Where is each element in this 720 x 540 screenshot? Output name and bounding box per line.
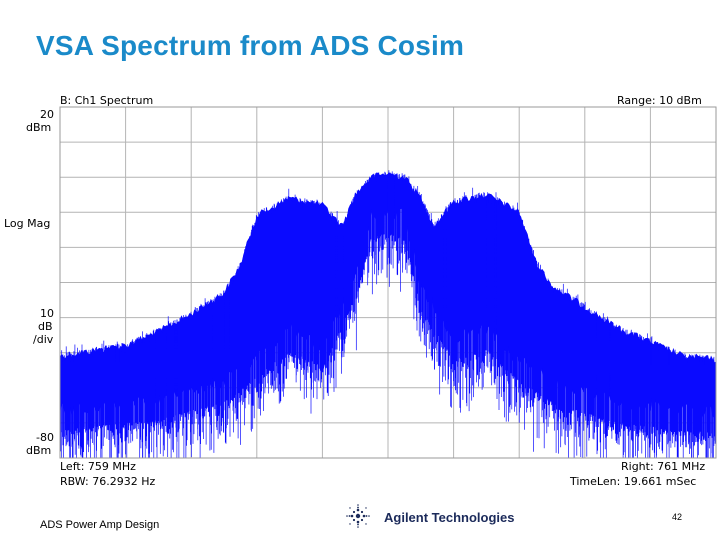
left-frequency: Left: 759 MHz [60, 460, 136, 473]
scale-unit: dB [38, 320, 53, 333]
agilent-spark-icon [346, 504, 370, 528]
scale-type: Log Mag [4, 217, 51, 230]
top-ref-unit: dBm [26, 121, 52, 134]
page-number: 42 [672, 512, 683, 522]
bottom-ref-unit: dBm [26, 444, 52, 457]
trace-label: B: Ch1 Spectrum [60, 94, 154, 107]
timelen-label: TimeLen: 19.661 mSec [570, 475, 697, 488]
right-frequency: Right: 761 MHz [621, 460, 706, 473]
scale-value: 10 [40, 307, 54, 320]
top-ref-value: 20 [40, 108, 54, 121]
logo-text: Agilent Technologies [384, 510, 515, 525]
agilent-logo: Agilent Technologies [345, 503, 535, 533]
bottom-ref-value: -80 [36, 431, 54, 444]
spectrum-display: B: Ch1 Spectrum Range: 10 dBm 20 dBm Log… [0, 88, 720, 493]
plot-frame [59, 106, 717, 459]
scale-per-div: /div [33, 333, 54, 346]
range-label: Range: 10 dBm [617, 94, 702, 107]
rbw-label: RBW: 76.2932 Hz [60, 475, 156, 488]
slide-title: VSA Spectrum from ADS Cosim [36, 30, 465, 61]
spectrum-plot [59, 106, 717, 459]
footer-text: ADS Power Amp Design [40, 519, 160, 531]
